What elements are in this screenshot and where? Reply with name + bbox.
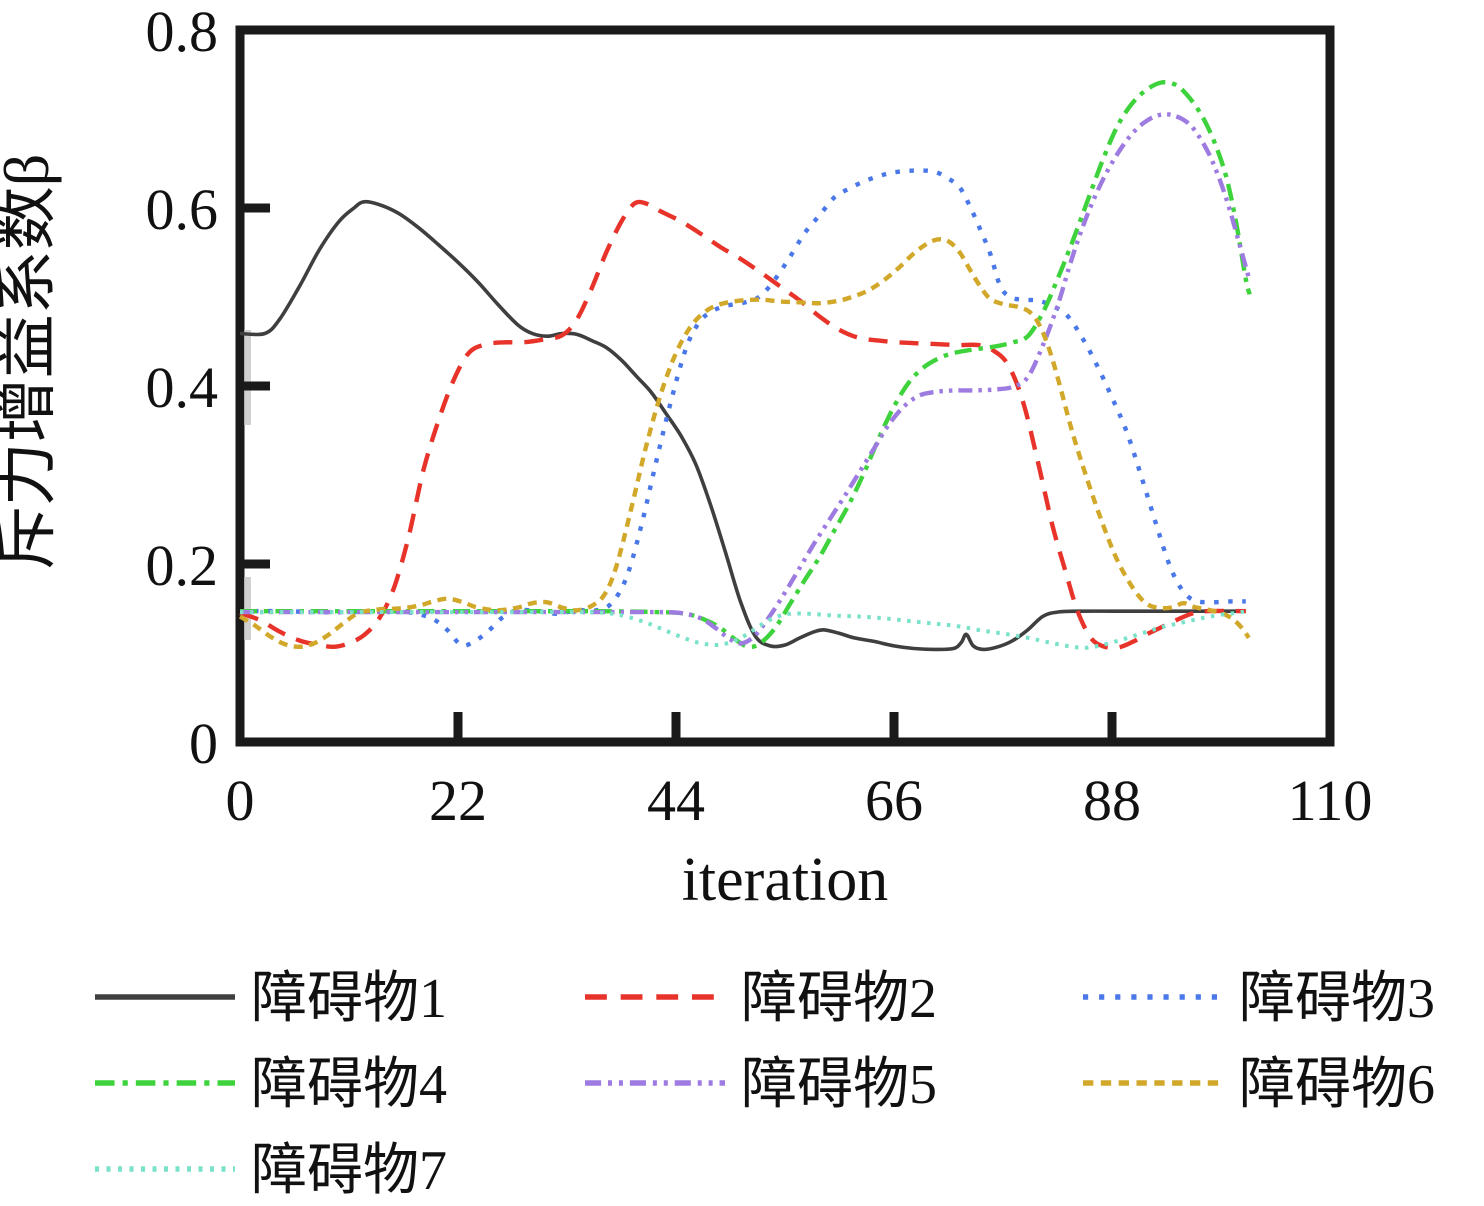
legend-label-obstacle-2: 障碍物2: [741, 968, 937, 1030]
series-line-obstacle-1: [239, 199, 1246, 652]
legend-item-obstacle-2: 障碍物2: [585, 968, 937, 1030]
legend-item-obstacle-7: 障碍物7: [95, 1140, 447, 1202]
y-tick-label: 0.6: [146, 177, 219, 242]
y-tick-label: 0.8: [146, 0, 219, 64]
legend-label-obstacle-3: 障碍物3: [1239, 968, 1435, 1030]
series-line-obstacle-2: [239, 199, 1246, 651]
series-lines: [238, 79, 1252, 652]
x-tick-label: 110: [1288, 768, 1373, 833]
legend-item-obstacle-1: 障碍物1: [95, 968, 447, 1030]
legend-label-obstacle-5: 障碍物5: [741, 1054, 937, 1116]
series-line-obstacle-5: [239, 112, 1251, 646]
x-axis-title: iteration: [682, 846, 889, 914]
axis-artifact-upper: [244, 330, 251, 425]
y-axis: 0 0.2 0.4 0.6 0.8 斥力增益系数β: [0, 0, 270, 776]
series-line-obstacle-4: [240, 79, 1252, 650]
y-axis-title: 斥力增益系数β: [0, 154, 62, 571]
legend-item-obstacle-6: 障碍物6: [1083, 1054, 1435, 1116]
y-tick-label: 0.2: [146, 533, 219, 598]
series-line-obstacle-3: [239, 168, 1246, 648]
axis-artifact-lower: [244, 577, 251, 640]
y-tick-label: 0.4: [146, 355, 219, 420]
x-tick-label: 44: [647, 768, 705, 833]
x-axis: 0 22 44 66 88 110 iteration: [226, 712, 1373, 914]
legend-item-obstacle-5: 障碍物5: [585, 1054, 937, 1116]
legend: 障碍物1 障碍物2 障碍物3 障碍物4 障碍物5 障碍物6 障碍物7: [95, 968, 1435, 1202]
legend-item-obstacle-3: 障碍物3: [1083, 968, 1435, 1030]
x-tick-label: 0: [226, 768, 255, 833]
series-line-obstacle-6: [238, 237, 1251, 650]
x-tick-label: 88: [1083, 768, 1141, 833]
legend-label-obstacle-6: 障碍物6: [1239, 1054, 1435, 1116]
legend-label-obstacle-4: 障碍物4: [251, 1054, 447, 1116]
y-tick-label: 0: [189, 711, 218, 776]
x-tick-label: 66: [865, 768, 923, 833]
legend-label-obstacle-7: 障碍物7: [251, 1140, 447, 1202]
legend-label-obstacle-1: 障碍物1: [251, 968, 447, 1030]
x-tick-label: 22: [429, 768, 487, 833]
legend-item-obstacle-4: 障碍物4: [95, 1054, 447, 1116]
plot-frame: [235, 25, 1335, 747]
